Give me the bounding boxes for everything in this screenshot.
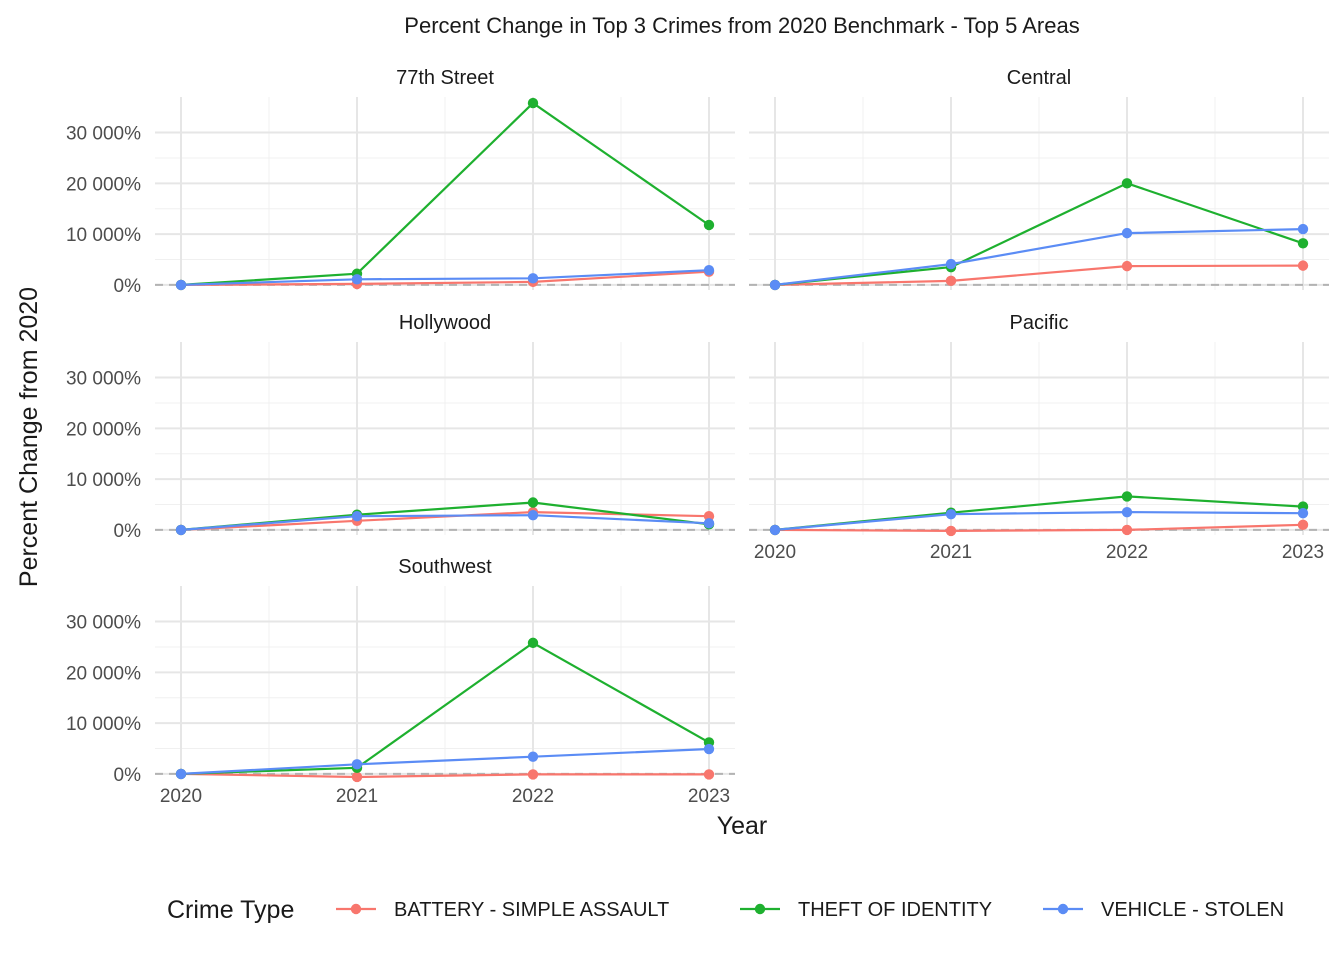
y-tick-label: 10 000% xyxy=(66,225,141,246)
x-axis-title: Year xyxy=(717,812,768,840)
data-point-vehicle-stolen xyxy=(351,274,363,285)
data-point-vehicle-stolen xyxy=(769,524,781,536)
data-point-theft-of-identity xyxy=(703,219,715,231)
data-point-vehicle-stolen xyxy=(175,524,187,536)
data-point-theft-of-identity xyxy=(527,637,539,649)
data-point-vehicle-stolen xyxy=(1121,506,1133,518)
data-point-battery-simple-assault xyxy=(1121,524,1133,536)
data-point-vehicle-stolen xyxy=(527,509,539,521)
data-point-vehicle-stolen xyxy=(175,768,187,780)
data-point-battery-simple-assault xyxy=(703,769,715,780)
x-tick-label: 2023 xyxy=(688,786,730,807)
legend-label: BATTERY - SIMPLE ASSAULT xyxy=(394,899,669,921)
legend-key-point xyxy=(1057,903,1069,915)
legend-label: THEFT OF IDENTITY xyxy=(798,899,992,921)
y-tick-label: 0% xyxy=(114,765,142,786)
series-line-theft-of-identity xyxy=(180,641,710,775)
data-point-vehicle-stolen xyxy=(1297,223,1309,235)
legend-item-vehicle-stolen: VEHICLE - STOLEN xyxy=(1043,899,1284,921)
data-point-vehicle-stolen xyxy=(1297,507,1309,519)
facet-panel-pacific: Pacific 2020 2021 2022 2023 xyxy=(749,312,1329,563)
legend-title: Crime Type xyxy=(167,896,294,924)
facet-panel-central: Central xyxy=(749,67,1329,291)
x-tick-label: 2022 xyxy=(1106,542,1148,563)
data-point-vehicle-stolen xyxy=(945,508,957,520)
data-point-battery-simple-assault xyxy=(1297,260,1309,271)
data-point-battery-simple-assault xyxy=(703,511,715,522)
legend-items: BATTERY - SIMPLE ASSAULT THEFT OF IDENTIT… xyxy=(336,899,1284,921)
x-tick-label: 2021 xyxy=(930,542,972,563)
x-tick-label: 2022 xyxy=(512,786,554,807)
data-point-vehicle-stolen xyxy=(769,279,781,291)
series-line-battery-simple-assault xyxy=(180,772,709,779)
data-point-battery-simple-assault xyxy=(351,771,363,783)
y-tick-label: 30 000% xyxy=(66,124,141,145)
data-point-vehicle-stolen xyxy=(351,759,363,770)
data-point-vehicle-stolen xyxy=(945,258,957,270)
data-point-vehicle-stolen xyxy=(1121,227,1133,239)
data-point-vehicle-stolen xyxy=(527,751,539,762)
data-point-battery-simple-assault xyxy=(1297,519,1309,531)
data-point-battery-simple-assault xyxy=(1121,260,1133,272)
data-point-vehicle-stolen xyxy=(703,264,715,276)
series-line-battery-simple-assault xyxy=(180,270,710,286)
series-line-battery-simple-assault xyxy=(774,264,1304,286)
series-line-theft-of-identity xyxy=(774,182,1304,286)
legend-key-point xyxy=(350,903,362,915)
y-tick-label: 0% xyxy=(114,276,142,297)
y-tick-label: 30 000% xyxy=(66,369,141,390)
y-tick-label: 10 000% xyxy=(66,470,141,491)
y-tick-label: 30 000% xyxy=(66,613,141,634)
facet-label-pacific: Pacific xyxy=(1010,312,1069,334)
data-point-theft-of-identity xyxy=(1121,491,1133,502)
facet-label-southwest: Southwest xyxy=(398,556,492,578)
data-point-battery-simple-assault xyxy=(945,275,957,287)
series-line-vehicle-stolen xyxy=(180,747,710,775)
chart-title: Percent Change in Top 3 Crimes from 2020… xyxy=(404,13,1079,38)
data-point-theft-of-identity xyxy=(1297,238,1309,249)
facet-label-77th-street: 77th Street xyxy=(396,67,494,89)
series-line-battery-simple-assault xyxy=(774,523,1304,533)
data-point-vehicle-stolen xyxy=(175,279,187,291)
y-tick-label: 10 000% xyxy=(66,714,141,735)
y-axis-title: Percent Change from 2020 xyxy=(15,287,43,587)
x-tick-label: 2023 xyxy=(1282,542,1324,563)
facet-panels: 77th Street 0% 10 000% 20 000% 30 000% Centra… xyxy=(66,67,1329,807)
legend: Crime Type BATTERY - SIMPLE ASSAULT THEFT… xyxy=(167,896,1284,924)
series-line-vehicle-stolen xyxy=(774,510,1304,531)
y-tick-label: 20 000% xyxy=(66,174,141,195)
facet-panel-77th-street: 77th Street 0% 10 000% 20 000% 30 000% xyxy=(66,67,735,297)
facet-panel-southwest: Southwest 0% 10 000% 20 000% 30 000% 2020 2021… xyxy=(66,556,735,807)
legend-key-point xyxy=(754,903,766,915)
series-line-vehicle-stolen xyxy=(180,269,710,286)
x-tick-label: 2020 xyxy=(160,786,202,807)
facet-panel-hollywood: Hollywood 0% 10 000% 20 000% 30 000% xyxy=(66,312,735,542)
series-line-vehicle-stolen xyxy=(180,514,710,531)
data-point-theft-of-identity xyxy=(1121,178,1133,189)
x-tick-label: 2020 xyxy=(754,542,796,563)
facet-label-hollywood: Hollywood xyxy=(399,312,491,334)
data-point-theft-of-identity xyxy=(527,497,539,508)
data-point-vehicle-stolen xyxy=(527,273,539,284)
series-line-vehicle-stolen xyxy=(774,228,1304,286)
data-point-battery-simple-assault xyxy=(945,525,957,537)
x-tick-label: 2021 xyxy=(336,786,378,807)
facet-label-central: Central xyxy=(1007,67,1071,89)
y-tick-label: 0% xyxy=(114,521,142,542)
data-point-vehicle-stolen xyxy=(703,743,715,755)
series-line-theft-of-identity xyxy=(180,101,710,286)
data-point-vehicle-stolen xyxy=(351,511,363,522)
data-point-theft-of-identity xyxy=(527,97,539,109)
y-tick-label: 20 000% xyxy=(66,419,141,440)
data-point-vehicle-stolen xyxy=(703,518,715,529)
legend-item-theft-of-identity: THEFT OF IDENTITY xyxy=(740,899,992,921)
legend-label: VEHICLE - STOLEN xyxy=(1101,899,1284,921)
data-point-battery-simple-assault xyxy=(527,769,539,780)
y-tick-label: 20 000% xyxy=(66,663,141,684)
legend-item-battery-simple-assault: BATTERY - SIMPLE ASSAULT xyxy=(336,899,669,921)
